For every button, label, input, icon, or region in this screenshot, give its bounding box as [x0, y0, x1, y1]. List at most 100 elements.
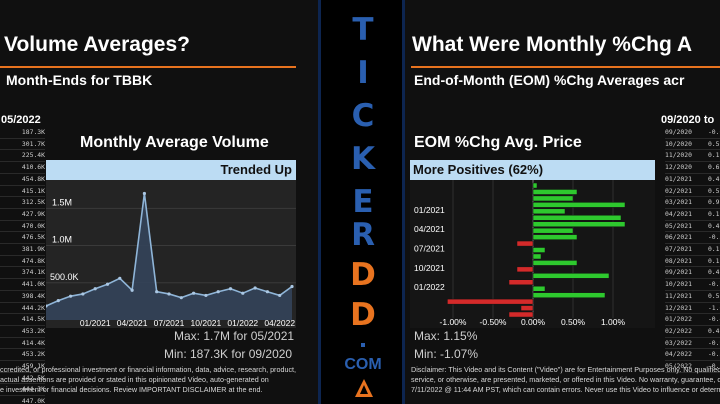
pctchg-y-tick: 01/2021 — [414, 205, 445, 215]
right-table-date: 06/2021 — [665, 233, 692, 242]
volume-data-point — [228, 287, 233, 291]
right-table-row: 12/2020 0.6 — [665, 162, 720, 174]
logo-letter-e: E — [352, 184, 374, 220]
right-table-row: 10/2020 0.5 — [665, 139, 720, 151]
right-table-row: 09/2021 0.4 — [665, 267, 720, 280]
volume-x-tick: 07/2021 — [154, 318, 185, 328]
left-disclaimer-line-1: ccredited, or professional investment or… — [0, 365, 297, 374]
right-table-value: -0.3 — [707, 233, 720, 242]
pctchg-y-tick: 04/2021 — [414, 224, 445, 234]
right-table-row: 08/2021 0.1 — [665, 256, 720, 268]
right-table-header: 09/2020 to — [661, 114, 715, 126]
left-table-row: 301.7K — [0, 139, 45, 151]
right-table-value: -0.0 — [707, 128, 720, 136]
pctchg-bar — [532, 227, 574, 234]
right-table-row: 02/2021 0.5 — [665, 186, 720, 198]
volume-y-tick: 1.0M — [52, 235, 72, 245]
volume-area-fill — [46, 193, 292, 320]
right-table-value: 0.5 — [707, 291, 720, 300]
volume-x-tick: 01/2022 — [227, 318, 258, 328]
pctchg-positive-banner: More Positives (62%) — [410, 160, 655, 180]
logo-letter-r: R — [351, 217, 375, 253]
volume-data-point — [192, 291, 196, 295]
volume-data-point — [81, 292, 85, 296]
pctchg-y-tick: 07/2021 — [414, 244, 445, 254]
right-table-value: -0.3 — [707, 350, 720, 359]
right-table-date: 12/2021 — [665, 303, 692, 312]
right-table-value: 0.1 — [707, 245, 720, 254]
logo-com: COM — [344, 356, 382, 373]
left-table-row: 414.5K — [0, 314, 45, 326]
right-table-row: 10/2021 -0.7 — [665, 279, 720, 291]
right-table-row: 05/2021 0.4 — [665, 221, 720, 233]
right-table-date: 03/2021 — [665, 198, 692, 207]
left-table-row: 415.1K — [0, 186, 45, 198]
right-table-date: 09/2020 — [665, 128, 692, 136]
volume-max-stat: Max: 1.7M for 05/2021 — [174, 329, 295, 343]
left-table-row: 442.5K — [0, 373, 45, 385]
volume-data-point — [167, 292, 171, 296]
left-table-header: 05/2022 — [1, 114, 41, 126]
pctchg-bar-chart: 01/2021 04/2021 07/2021 10/2021 01/2022 -1.00… — [410, 180, 655, 328]
right-table-date: 11/2021 — [665, 291, 692, 300]
pctchg-x-tick: 0.00% — [521, 317, 546, 327]
volume-data-point — [93, 287, 97, 291]
pctchg-max-stat: Max: 1.15% — [414, 329, 478, 343]
right-table-row: 01/2022 -0.4 — [665, 314, 720, 326]
left-table-row: 444.2K — [0, 303, 45, 315]
right-table-date: 01/2021 — [665, 174, 692, 183]
volume-chart-title: Monthly Average Volume — [80, 134, 269, 151]
right-table-value: 0.4 — [707, 326, 720, 335]
left-table-row: 476.5K — [0, 232, 45, 245]
right-table-date: 11/2020 — [665, 151, 692, 160]
volume-x-tick: 01/2021 — [80, 318, 111, 328]
left-table-row: 454.8K — [0, 174, 45, 186]
left-table-row: 453.2K — [0, 326, 45, 338]
volume-data-point — [278, 293, 282, 298]
pctchg-bar — [447, 298, 534, 305]
volume-data-point — [118, 276, 122, 280]
right-table-value: 0.4 — [707, 174, 720, 183]
pctchg-bar — [532, 182, 538, 189]
left-disclaimer-line-2: actual assertions are provided or stated… — [0, 375, 269, 384]
pctchg-bar — [532, 292, 606, 298]
volume-data-point — [105, 282, 110, 286]
pctchg-bar — [520, 305, 534, 311]
right-table-value: 0.1 — [707, 151, 720, 160]
volume-data-point — [142, 191, 146, 196]
left-table-row: 187.3K — [0, 127, 45, 139]
left-divider — [318, 0, 321, 404]
logo-letter-k: K — [350, 141, 376, 177]
right-table-row: 12/2021 -1.0 — [665, 303, 720, 315]
volume-y-tick: 500.0K — [50, 272, 79, 282]
left-table-row: 470.0K — [0, 221, 45, 233]
left-table-row: 312.5K — [0, 197, 45, 209]
volume-data-point — [241, 291, 245, 295]
pctchg-bar — [532, 189, 578, 195]
left-table-row: 444.3K — [0, 384, 45, 397]
left-table-row: 447.0K — [0, 396, 45, 404]
logo-letter-d2: D — [350, 297, 376, 333]
right-table-date: 03/2022 — [665, 338, 692, 347]
right-table-value: -0.4 — [707, 315, 720, 324]
right-table-date: 09/2021 — [665, 268, 692, 277]
volume-min-stat: Min: 187.3K for 09/2020 — [164, 347, 293, 361]
pctchg-min-stat: Min: -1.07% — [414, 347, 479, 361]
volume-data-point — [130, 288, 134, 292]
right-table-date: 04/2021 — [665, 209, 692, 218]
right-slide-panel: What Were Monthly %Chg A End-of-Month (E… — [405, 0, 720, 404]
right-slide-title: What Were Monthly %Chg A — [412, 33, 692, 56]
left-table-row: 374.1K — [0, 267, 45, 280]
volume-data-point — [216, 290, 220, 294]
volume-data-point — [155, 290, 159, 294]
right-table-value: 0.9 — [707, 198, 720, 207]
right-table-value: 0.4 — [707, 268, 720, 277]
volume-data-point — [204, 293, 208, 298]
pctchg-bar — [532, 202, 626, 208]
logo-letter-i: I — [357, 55, 369, 91]
logo-letter-t: T — [352, 12, 374, 48]
pctchg-bar — [532, 273, 610, 279]
pctchg-x-tick: 0.50% — [561, 317, 586, 327]
pctchg-bar — [532, 285, 546, 292]
left-disclaimer-line-3: e investment or financial decisions. Rev… — [0, 385, 263, 394]
